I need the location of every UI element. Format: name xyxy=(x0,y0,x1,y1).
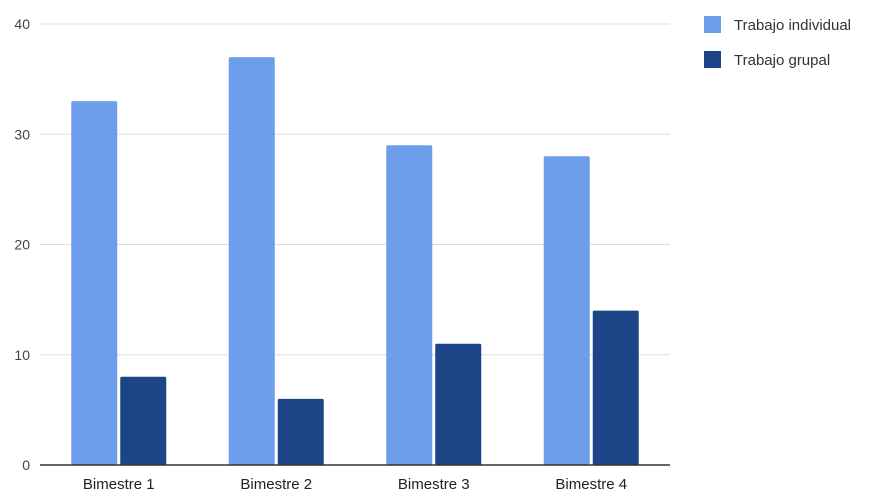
x-tick-label: Bimestre 1 xyxy=(83,476,155,492)
y-tick-label: 40 xyxy=(14,16,30,32)
y-axis-ticks: 0 10 20 30 40 xyxy=(14,16,30,473)
bar-individual-2 xyxy=(228,57,275,465)
x-axis-ticks: Bimestre 1 Bimestre 2 Bimestre 3 Bimestre 4 xyxy=(83,476,627,492)
y-tick-label: 10 xyxy=(14,347,30,363)
bar-individual-4 xyxy=(543,156,590,466)
legend-label: Trabajo grupal xyxy=(734,52,830,69)
bar-individual-1 xyxy=(71,101,118,466)
bar-grupal-2 xyxy=(277,398,324,465)
x-tick-label: Bimestre 3 xyxy=(398,476,470,492)
bar-individual-3 xyxy=(386,145,433,465)
bar-grupal-1 xyxy=(120,376,167,465)
bar-grupal-4 xyxy=(592,310,639,465)
legend-label: Trabajo individual xyxy=(734,17,851,34)
bar-grupal-3 xyxy=(435,343,482,465)
legend: Trabajo individual Trabajo grupal xyxy=(704,16,851,69)
y-tick-label: 20 xyxy=(14,237,30,253)
bars xyxy=(71,57,639,466)
x-tick-label: Bimestre 2 xyxy=(240,476,312,492)
legend-swatch xyxy=(704,51,721,68)
y-tick-label: 0 xyxy=(22,457,30,473)
y-tick-label: 30 xyxy=(14,126,30,142)
legend-swatch xyxy=(704,16,721,33)
x-tick-label: Bimestre 4 xyxy=(555,476,627,492)
